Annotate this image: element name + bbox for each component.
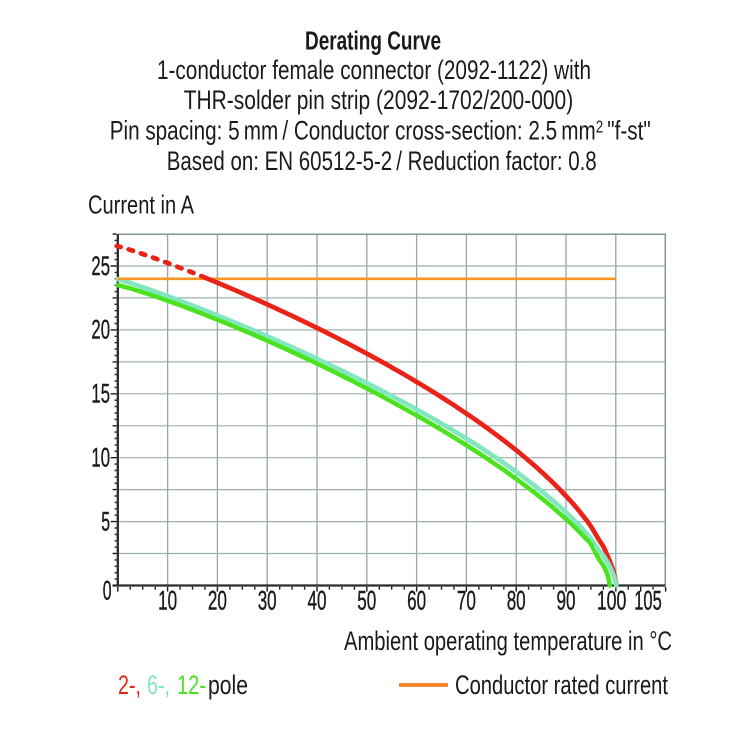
svg-text:0: 0 <box>103 576 112 606</box>
svg-text:50: 50 <box>357 586 376 616</box>
svg-text:60: 60 <box>407 586 426 616</box>
svg-text:pole: pole <box>208 670 248 700</box>
svg-text:Based on: EN 60512-5-2 / Reduc: Based on: EN 60512-5-2 / Reduction facto… <box>167 146 597 176</box>
svg-text:40: 40 <box>308 586 327 616</box>
svg-text:12-: 12- <box>177 670 206 700</box>
svg-text:Current in A: Current in A <box>88 190 195 220</box>
svg-text:Derating Curve: Derating Curve <box>305 28 441 56</box>
svg-text:30: 30 <box>258 586 277 616</box>
svg-text:80: 80 <box>507 586 526 616</box>
svg-text:10: 10 <box>91 443 110 473</box>
svg-text:2-,: 2-, <box>118 670 141 700</box>
svg-text:5: 5 <box>101 506 110 536</box>
svg-text:25: 25 <box>91 251 110 281</box>
svg-text:10: 10 <box>158 586 177 616</box>
svg-text:15: 15 <box>91 379 110 409</box>
svg-text:20: 20 <box>208 586 227 616</box>
svg-text:70: 70 <box>457 586 476 616</box>
svg-text:Pin spacing: 5 mm / Conductor: Pin spacing: 5 mm / Conductor cross-sect… <box>110 115 651 145</box>
svg-text:105: 105 <box>634 586 662 616</box>
svg-text:20: 20 <box>91 315 110 345</box>
svg-text:1-conductor female connector (: 1-conductor female connector (2092-1122)… <box>157 55 591 85</box>
svg-text:Ambient operating temperature: Ambient operating temperature in °C <box>344 626 672 656</box>
svg-text:Conductor rated current: Conductor rated current <box>455 670 668 700</box>
svg-text:6-,: 6-, <box>147 670 170 700</box>
svg-text:90: 90 <box>557 586 576 616</box>
svg-text:100: 100 <box>597 586 627 616</box>
svg-text:THR-solder pin strip (2092-170: THR-solder pin strip (2092-1702/200-000) <box>184 85 574 115</box>
